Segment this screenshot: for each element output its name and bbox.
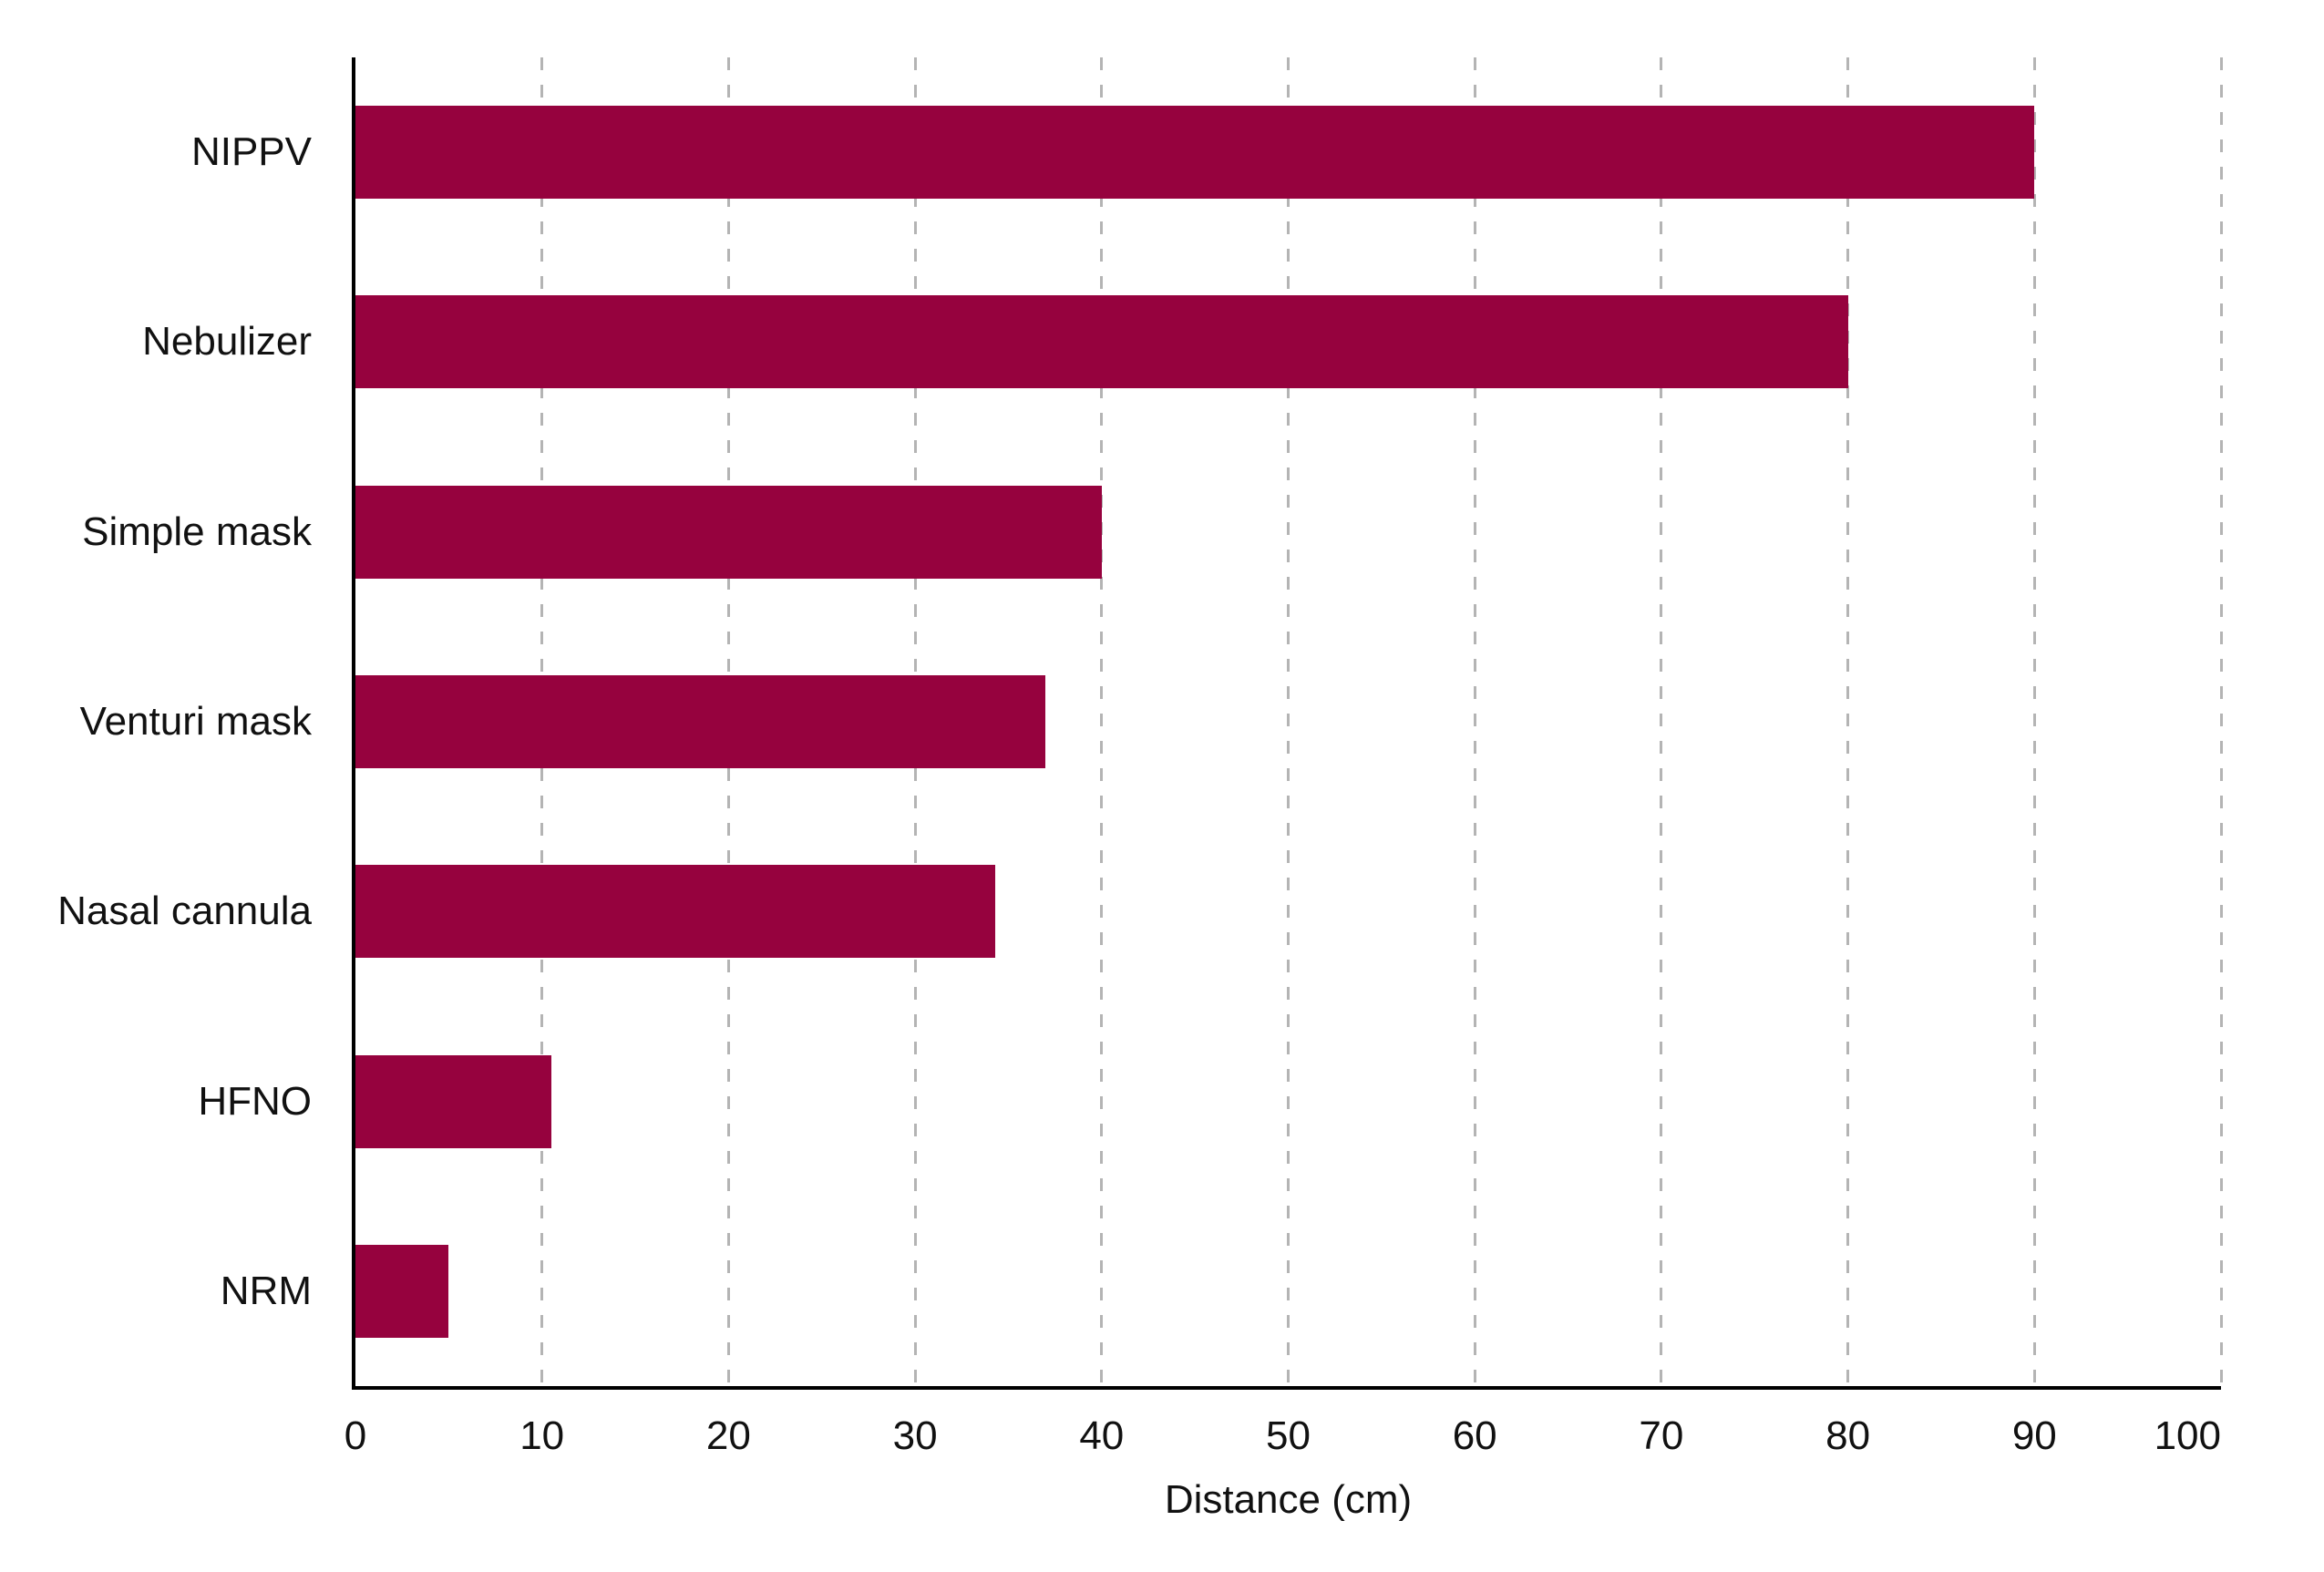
bar-hfno — [355, 1054, 551, 1148]
category-label-nasal-cannula: Nasal cannula — [57, 889, 312, 934]
x-tick-label-80: 80 — [1825, 1413, 1871, 1458]
x-tick-label-60: 60 — [1452, 1413, 1497, 1458]
gridline-50 — [1287, 57, 1290, 1386]
gridline-100 — [2219, 57, 2223, 1386]
category-label-simple-mask: Simple mask — [82, 509, 312, 554]
plot-area — [352, 57, 2223, 1390]
x-tick-label-70: 70 — [1639, 1413, 1684, 1458]
category-label-hfno: HFNO — [198, 1078, 312, 1124]
x-tick-label-90: 90 — [2011, 1413, 2057, 1458]
x-tick-label-0: 0 — [344, 1413, 367, 1458]
bar-nebulizer — [355, 295, 1848, 389]
category-label-nippv: NIPPV — [190, 129, 312, 175]
gridline-70 — [1660, 57, 1663, 1386]
x-tick-label-100: 100 — [2154, 1413, 2221, 1458]
x-tick-label-10: 10 — [519, 1413, 565, 1458]
gridline-40 — [1100, 57, 1104, 1386]
x-tick-label-50: 50 — [1266, 1413, 1311, 1458]
gridline-80 — [1846, 57, 1850, 1386]
gridline-90 — [2032, 57, 2036, 1386]
bar-simple-mask — [355, 485, 1102, 579]
bar-nippv — [355, 106, 2035, 200]
category-label-nebulizer: Nebulizer — [142, 319, 312, 365]
bar-nrm — [355, 1244, 449, 1338]
bar-nasal-cannula — [355, 865, 996, 959]
x-tick-label-30: 30 — [892, 1413, 938, 1458]
gridline-60 — [1473, 57, 1476, 1386]
category-label-nrm: NRM — [220, 1268, 312, 1313]
x-tick-label-40: 40 — [1079, 1413, 1125, 1458]
x-tick-label-20: 20 — [705, 1413, 751, 1458]
category-label-venturi-mask: Venturi mask — [79, 699, 312, 744]
bar-venturi-mask — [355, 674, 1046, 769]
x-axis-title: Distance (cm) — [1164, 1477, 1413, 1522]
